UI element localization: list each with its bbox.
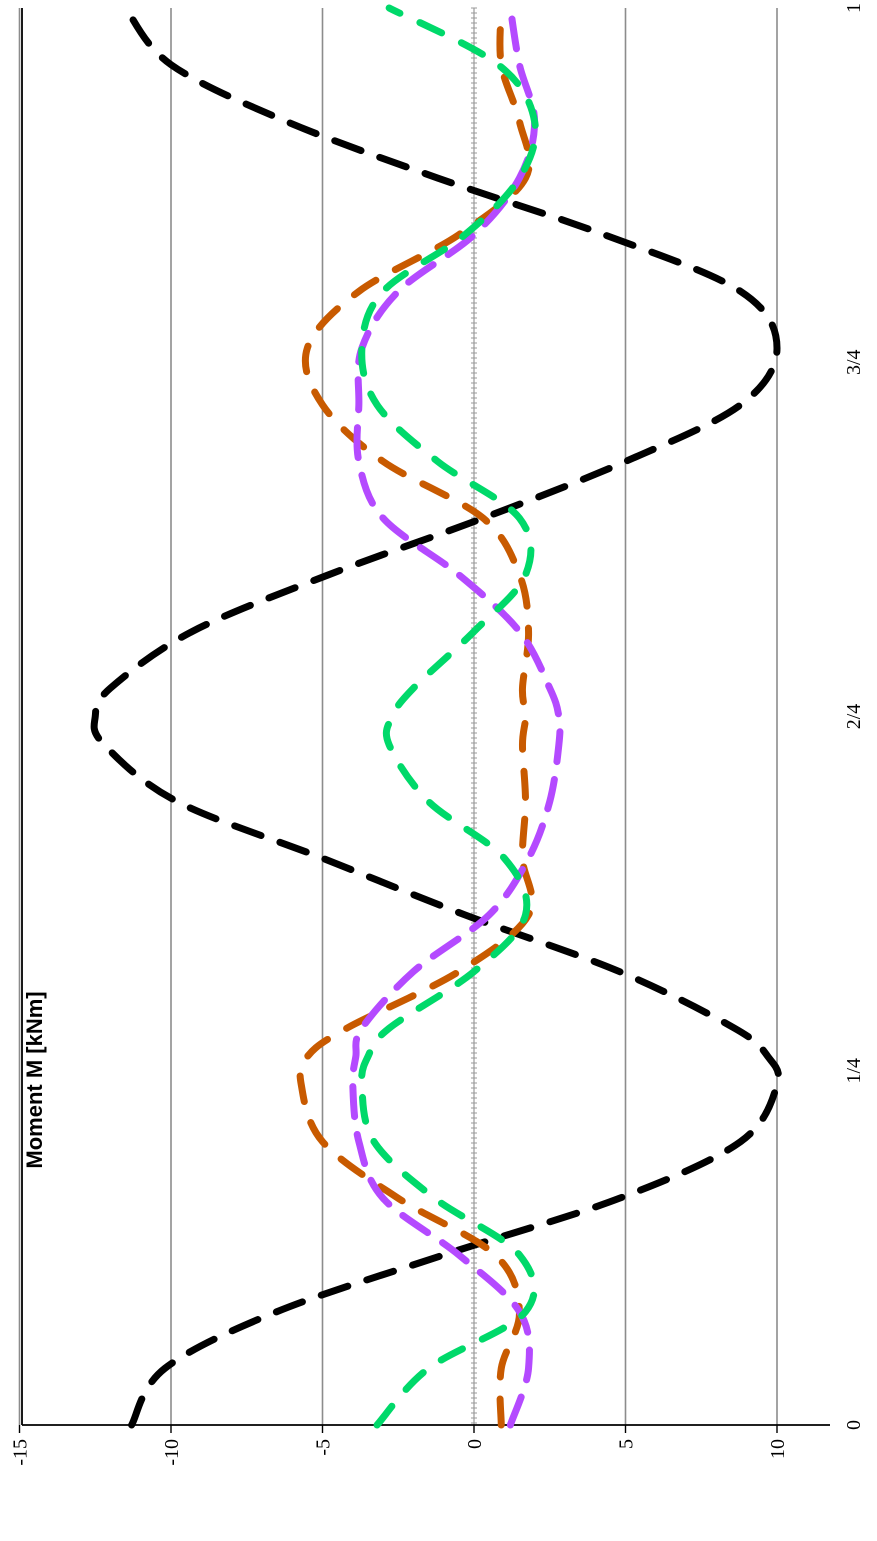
grid-lines [18,8,778,1425]
y-axis-title: Moment M [kNm] [22,991,47,1168]
y-tick-label-10: 10 [767,1439,789,1459]
x-tick-label-3: 3/4 [843,349,865,375]
y-tick-label--10: -10 [161,1439,183,1466]
x-tick-label-2: 2/4 [843,704,865,730]
series-line-3 [358,4,539,1429]
series-lines [90,4,782,1429]
y-tick-label-0: 0 [464,1439,486,1449]
series-line-2 [349,4,564,1429]
x-tick-label-0: 0 [843,1420,865,1430]
tick-labels: -15 -10 -5 0 5 10 0 1/4 2/4 3/4 1 [10,3,866,1466]
y-tick-label-5: 5 [616,1439,638,1449]
series-line-1 [296,4,536,1429]
axes [18,8,830,1433]
x-tick-label-4: 1 [843,3,865,13]
x-tick-label-1: 1/4 [843,1058,865,1084]
y-tick-label--5: -5 [313,1439,335,1456]
y-tick-label--15: -15 [10,1439,32,1466]
series-line-0 [90,4,782,1429]
